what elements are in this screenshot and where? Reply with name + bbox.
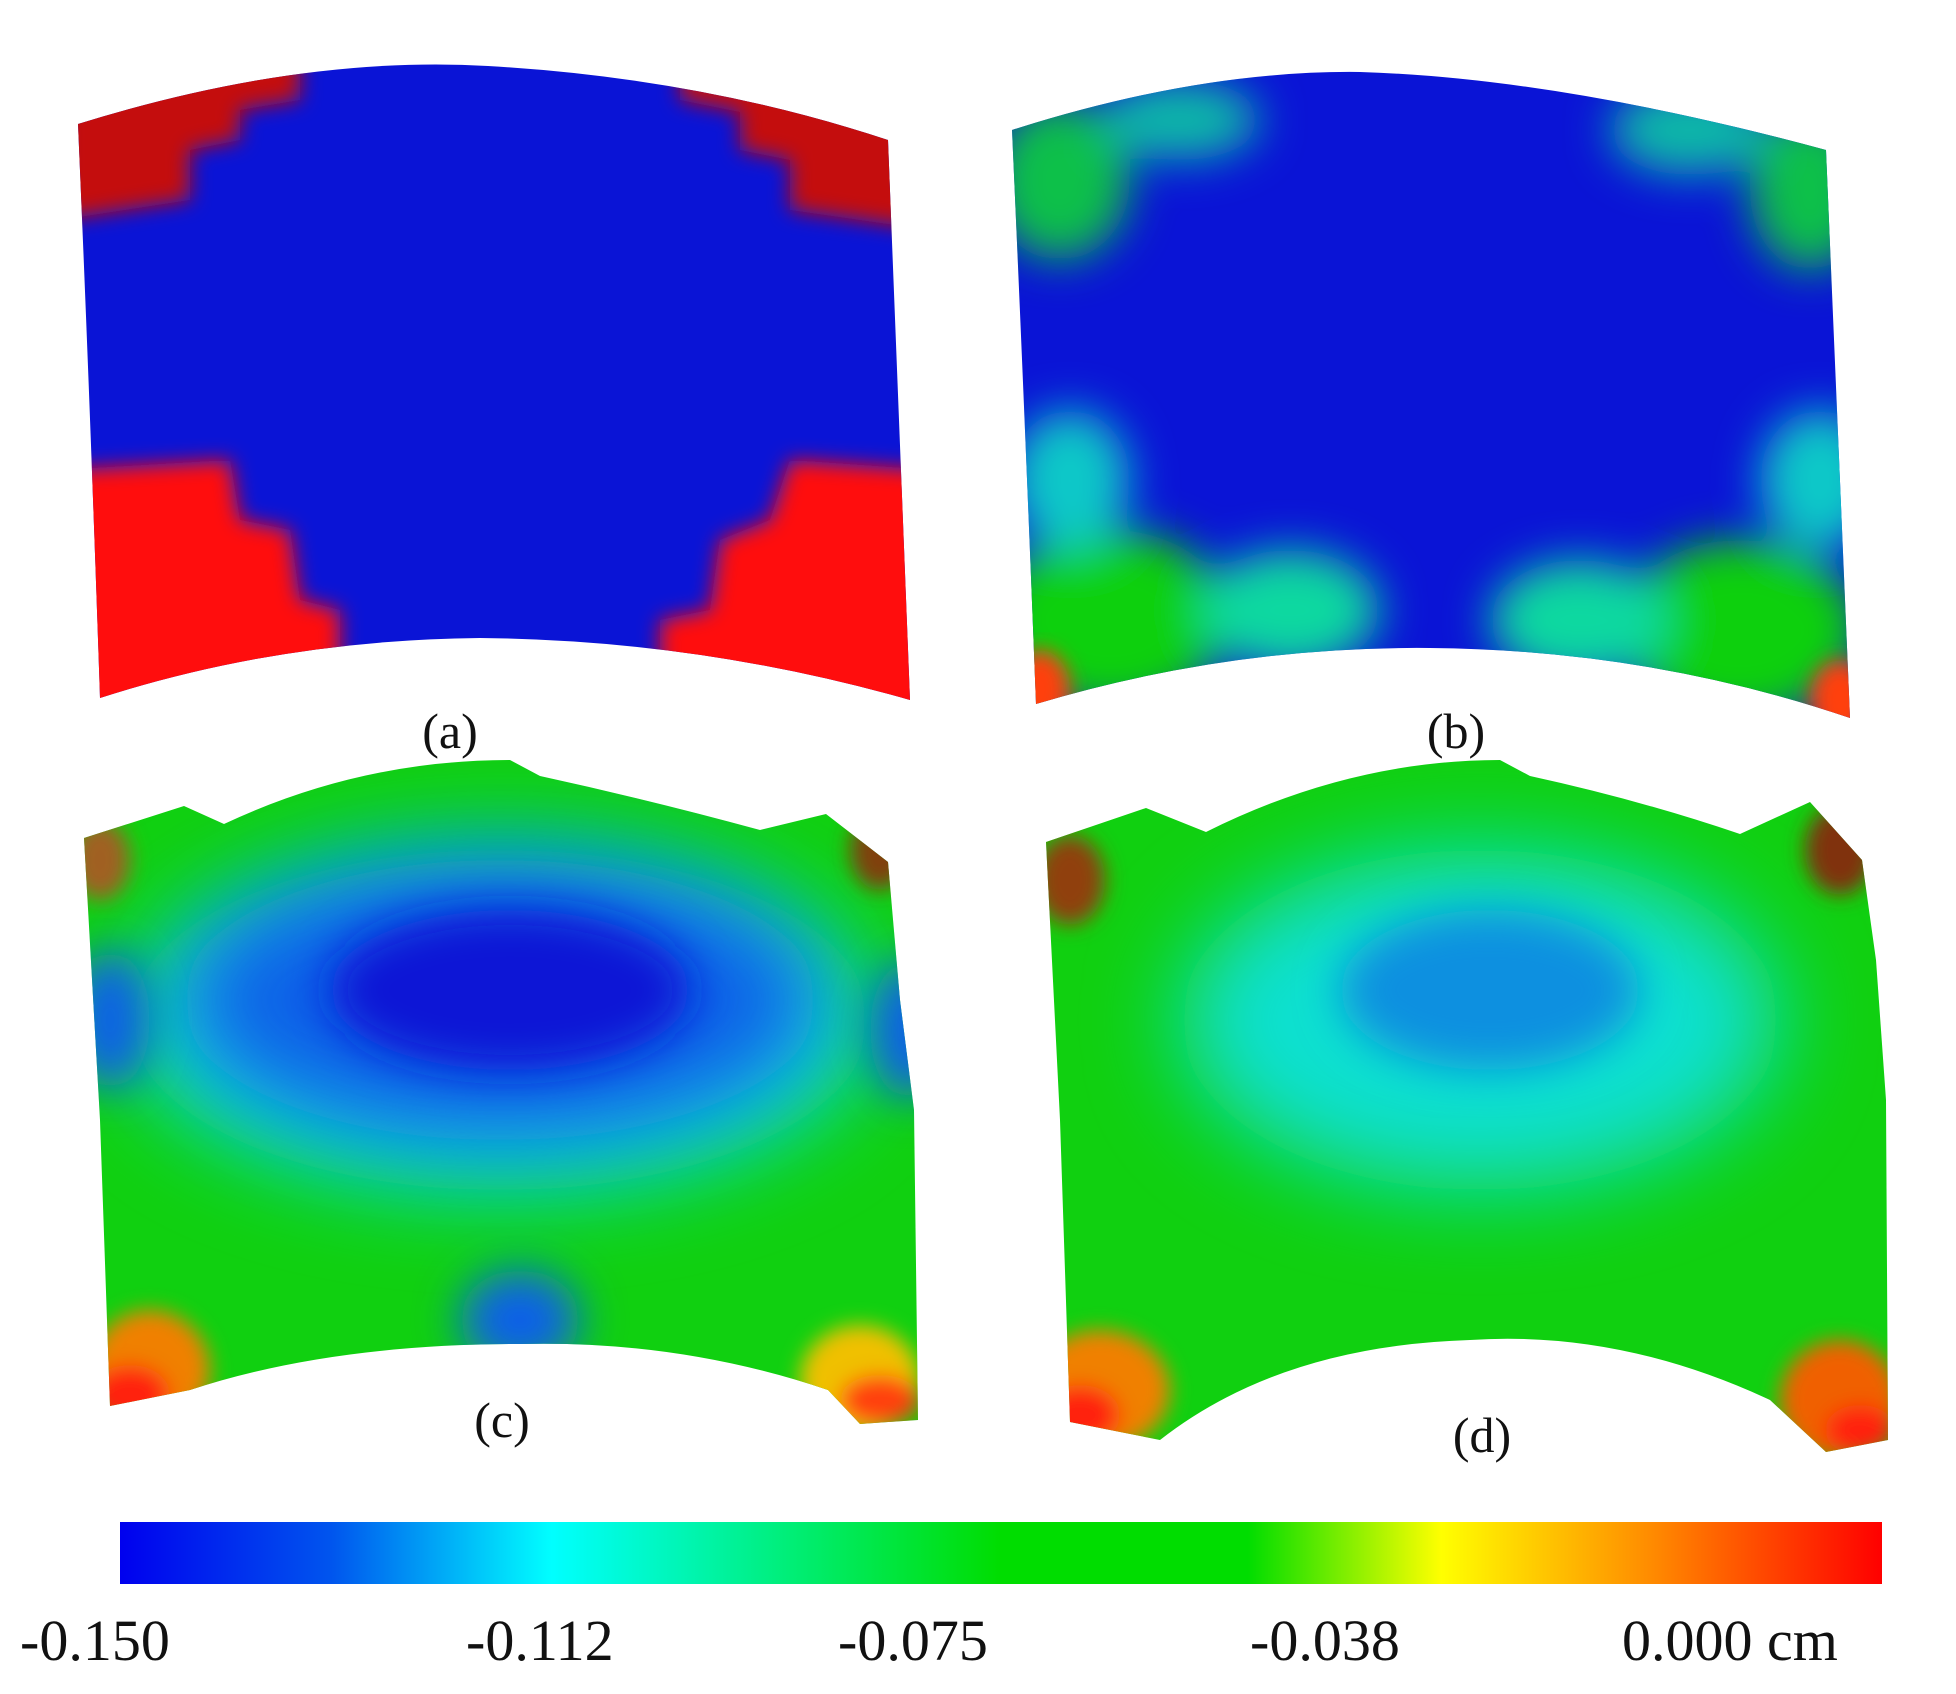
panel-c-surface [84, 760, 918, 1424]
colorbar-tick-label: -0.112 [466, 1608, 614, 1673]
panel-d-surface [1046, 760, 1888, 1452]
colorbar-tick-label: 0.000 cm [1622, 1608, 1838, 1673]
colorbar-tick-label: -0.150 [20, 1608, 170, 1673]
panel-c-label: (c) [474, 1392, 530, 1448]
colorbar-tick-label: -0.075 [838, 1608, 988, 1673]
panel-b-surface [1012, 71, 1850, 718]
panel-d-label: (d) [1452, 1407, 1512, 1463]
panel-a-surface [78, 64, 910, 701]
colorbar [120, 1522, 1882, 1584]
colorbar-tick-label: -0.038 [1250, 1608, 1400, 1673]
panel-a-label: (a) [422, 703, 478, 759]
panel-b-label: (b) [1426, 703, 1486, 759]
